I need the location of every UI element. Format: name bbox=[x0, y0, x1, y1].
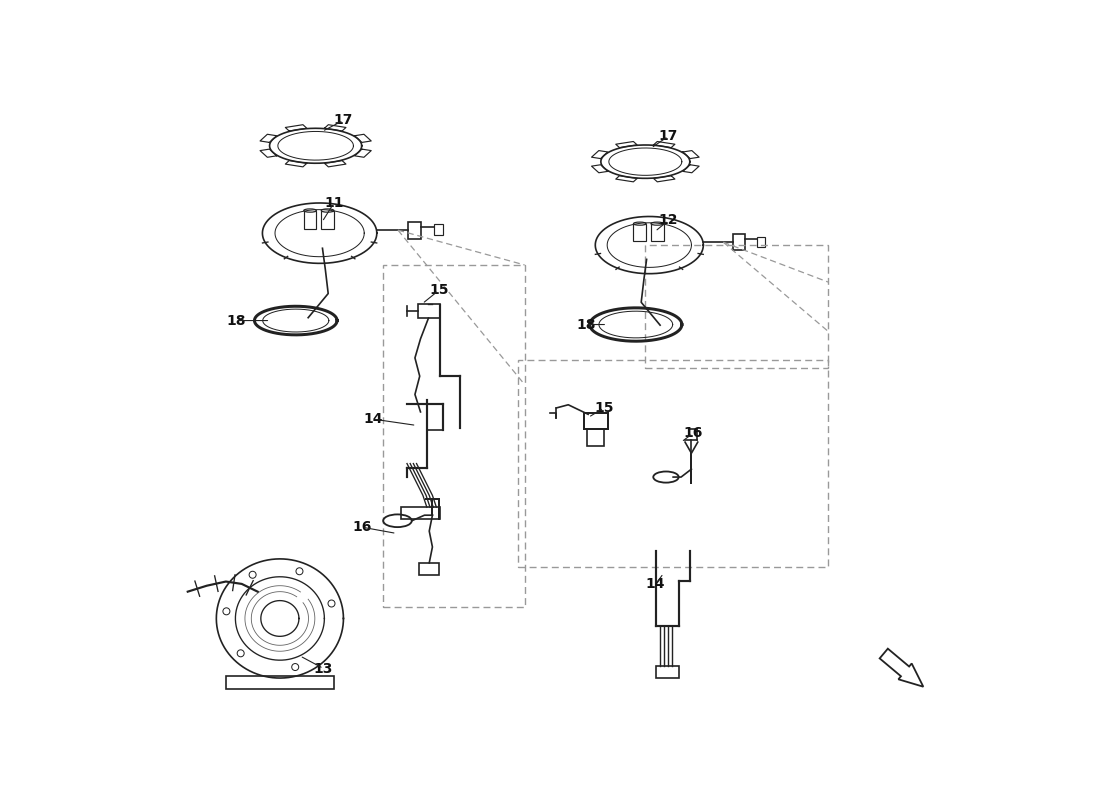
Polygon shape bbox=[880, 649, 923, 686]
Bar bbox=[758, 237, 766, 246]
Bar bbox=[584, 413, 608, 429]
Ellipse shape bbox=[304, 209, 317, 212]
Text: 18: 18 bbox=[576, 318, 595, 331]
Text: 17: 17 bbox=[659, 130, 678, 143]
Bar bbox=[646, 245, 828, 368]
Bar bbox=[651, 224, 663, 241]
Text: 15: 15 bbox=[594, 401, 614, 415]
Text: 17: 17 bbox=[333, 114, 353, 127]
Bar bbox=[586, 429, 604, 446]
Text: 16: 16 bbox=[352, 520, 372, 534]
Text: 14: 14 bbox=[646, 578, 666, 591]
Ellipse shape bbox=[634, 222, 646, 225]
Text: 13: 13 bbox=[314, 662, 333, 675]
Bar bbox=[400, 507, 440, 519]
Text: 16: 16 bbox=[683, 426, 703, 440]
Bar bbox=[321, 210, 334, 229]
Bar bbox=[634, 224, 646, 241]
Ellipse shape bbox=[651, 222, 663, 225]
Text: 14: 14 bbox=[363, 412, 383, 426]
Bar bbox=[657, 666, 679, 678]
Bar bbox=[383, 265, 525, 606]
Bar bbox=[304, 210, 317, 229]
Text: 12: 12 bbox=[659, 214, 678, 227]
Bar bbox=[434, 224, 442, 234]
Bar bbox=[733, 234, 745, 250]
Text: 11: 11 bbox=[324, 196, 343, 210]
Bar bbox=[419, 563, 439, 574]
Ellipse shape bbox=[321, 209, 334, 212]
Text: 15: 15 bbox=[429, 283, 449, 298]
Bar bbox=[408, 222, 421, 238]
Text: 18: 18 bbox=[227, 314, 246, 327]
Bar bbox=[518, 360, 828, 567]
Bar bbox=[226, 676, 334, 689]
Bar bbox=[418, 304, 440, 318]
